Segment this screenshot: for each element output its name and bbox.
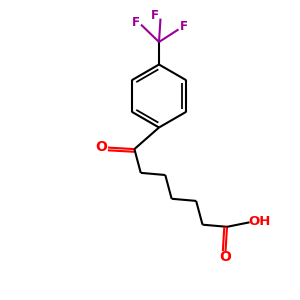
Text: O: O <box>95 140 107 154</box>
Text: F: F <box>132 16 140 29</box>
Text: O: O <box>220 250 232 264</box>
Text: F: F <box>180 20 188 34</box>
Text: F: F <box>151 8 159 22</box>
Text: OH: OH <box>248 214 270 228</box>
